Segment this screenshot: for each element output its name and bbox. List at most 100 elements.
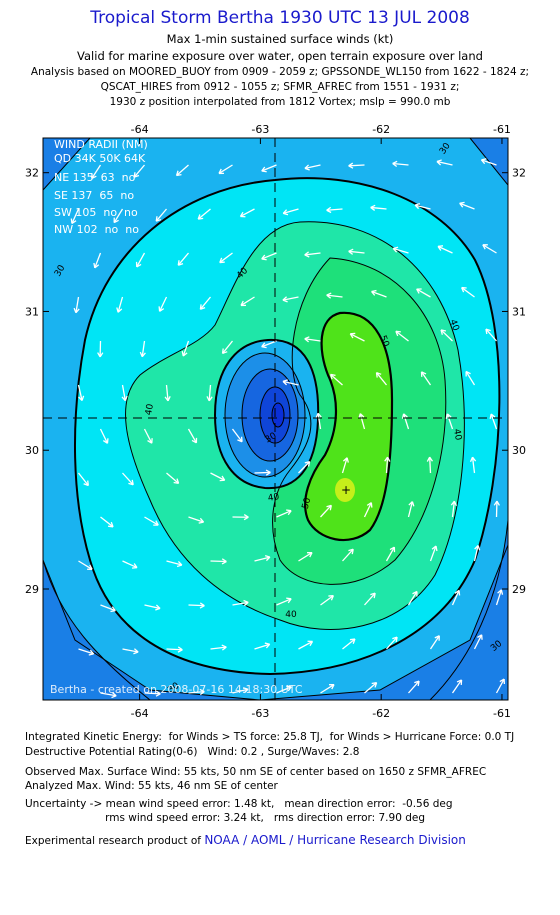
analysis-line-3: 1930 z position interpolated from 1812 V… <box>109 96 451 108</box>
wind-vector-head <box>199 304 206 310</box>
wind-vector-head <box>128 479 134 486</box>
wind-vector-head <box>239 211 246 218</box>
wind-vector-head <box>116 307 123 313</box>
wind-vector <box>136 252 146 268</box>
wind-vector <box>122 648 139 653</box>
x-tick-label: -63 <box>251 123 269 136</box>
wind-vector-head <box>456 679 463 685</box>
x-tick-label: -64 <box>131 123 149 136</box>
wind-vector-head <box>173 478 180 485</box>
wind-vector <box>465 371 476 386</box>
wind-vector <box>403 413 410 430</box>
wind-vector <box>71 208 80 224</box>
wind-vector <box>348 164 365 167</box>
wind-vector-head <box>459 201 465 208</box>
wind-vector-head <box>121 395 128 402</box>
wind-vector-head <box>286 597 292 604</box>
credit-prefix: Experimental research product of <box>25 835 205 847</box>
wind-vector <box>187 428 197 444</box>
wind-vector <box>471 457 476 474</box>
wind-vector <box>414 204 431 210</box>
wind-vector-head <box>133 172 140 178</box>
wind-vector-head <box>482 244 488 250</box>
wind-vector <box>210 560 227 563</box>
wind-vector <box>165 384 169 401</box>
wind-vector-head <box>113 217 119 224</box>
wind-vector <box>371 290 387 298</box>
wind-vector-head <box>264 642 271 649</box>
wind-vector-head <box>237 436 243 443</box>
hrd-link[interactable]: NOAA / AOML / Hurricane Research Divisio… <box>204 833 466 847</box>
wind-vector-head <box>349 638 356 644</box>
wind-vector-head <box>431 545 438 552</box>
wind-vector <box>451 679 463 694</box>
wind-vector-head <box>181 351 188 357</box>
wind-vector <box>326 208 343 211</box>
wind-vector <box>416 288 431 298</box>
wind-vector-head <box>499 678 506 685</box>
wind-vector-head <box>328 594 334 601</box>
wind-vector <box>133 164 145 178</box>
wind-vector-head <box>221 644 227 651</box>
wind-vector <box>177 252 189 266</box>
wind-vector-head <box>454 589 461 596</box>
wind-radii-sw: SW 105 no no <box>54 206 138 219</box>
y-tick-label: 32 <box>25 167 39 180</box>
wind-vector <box>232 688 249 694</box>
wind-vector-head <box>153 520 159 526</box>
wind-vector <box>100 692 117 697</box>
analysis-line-1: Analysis based on MOORED_BUOY from 0909 … <box>30 66 530 78</box>
wind-vector-head <box>315 412 322 419</box>
wind-vector <box>276 686 292 694</box>
wind-vector <box>429 457 432 474</box>
wind-vector <box>197 208 211 220</box>
wind-vector-head <box>83 480 89 487</box>
wind-vector-head <box>199 602 205 609</box>
wind-vector <box>188 516 204 523</box>
wind-vector <box>240 296 255 307</box>
wind-vector <box>91 164 102 179</box>
wind-vector <box>473 545 479 562</box>
wind-vector <box>77 384 83 401</box>
wind-vector-head <box>426 456 434 462</box>
core-34kt-line <box>213 338 320 490</box>
wind-vector-head <box>243 687 249 694</box>
wind-vector <box>143 428 153 444</box>
ike-text: Integrated Kinetic Energy: for Winds > T… <box>25 731 515 743</box>
wind-vector-head <box>197 214 204 220</box>
uncertainty-line-2: rms wind speed error: 3.24 kt, rms direc… <box>25 812 426 824</box>
wind-vector <box>393 247 409 254</box>
wind-vector-head <box>286 685 292 692</box>
wind-vector-head <box>88 649 95 656</box>
wind-vector-head <box>108 521 114 528</box>
wind-vector <box>440 329 453 342</box>
wind-vector-head <box>370 592 376 599</box>
wind-radii-ne: NE 135 63 no <box>54 171 136 184</box>
wind-vector-head <box>177 646 183 653</box>
wind-vector-head <box>135 261 142 268</box>
wind-vector-head <box>111 691 117 699</box>
wind-vector-head <box>70 218 77 225</box>
wind-vector-head <box>348 248 354 255</box>
contour-50kt-line <box>304 311 394 542</box>
wind-vector <box>330 373 343 386</box>
wind-vector <box>144 604 161 610</box>
wind-vector-head <box>221 348 228 355</box>
wind-vector <box>408 680 420 694</box>
wind-vector <box>298 640 313 650</box>
wind-vector <box>254 643 270 650</box>
y-tick-label: 30 <box>25 444 39 457</box>
wind-vector-head <box>221 558 227 565</box>
wind-radii-title: WIND RADII (NM) <box>54 138 148 151</box>
wind-vector <box>429 545 437 562</box>
wind-vector-head <box>282 209 289 216</box>
y-tick-label: 31 <box>25 305 39 318</box>
wind-radii-nw: NW 102 no no <box>54 223 139 236</box>
wind-vector <box>375 372 388 386</box>
wind-vector-head <box>416 288 422 294</box>
corner-low-wind <box>43 560 150 700</box>
wind-vector <box>495 589 502 606</box>
wind-vector-head <box>304 164 310 171</box>
wind-vector-head <box>437 245 444 251</box>
